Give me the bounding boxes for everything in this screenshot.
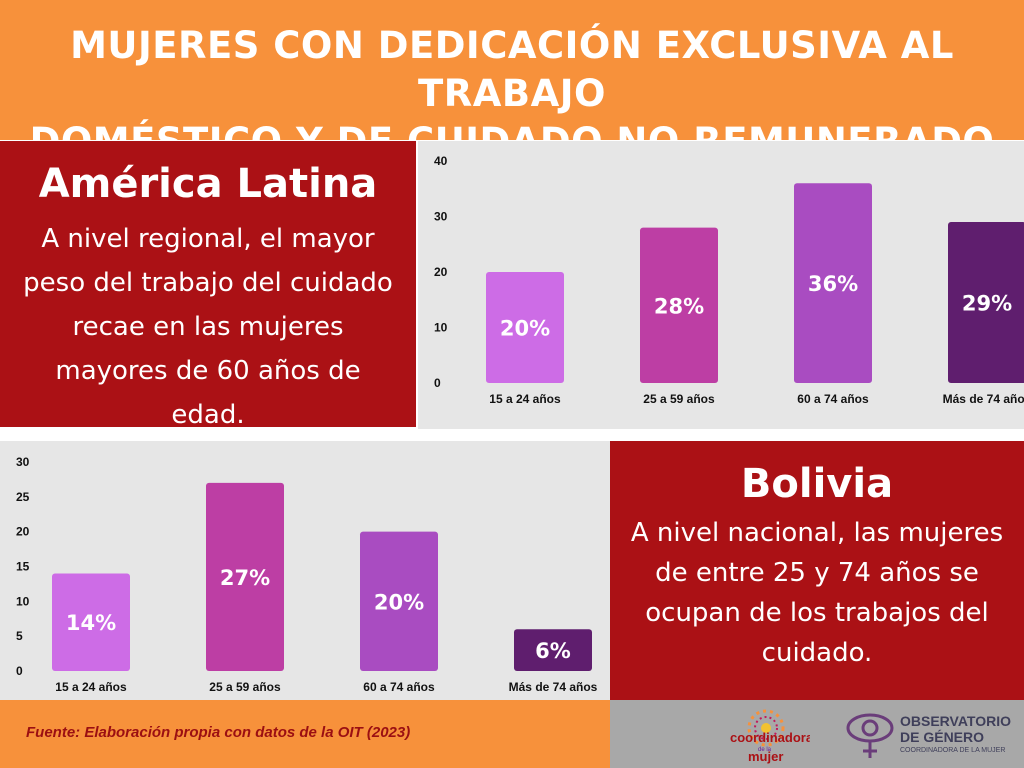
x-tick-label-1: 25 a 59 años [643,392,715,406]
y-tick-label-4: 20 [16,525,30,539]
bar-2 [794,183,872,383]
data-label-1: 27% [220,566,270,590]
observatorio-genero-logo: OBSERVATORIO DE GÉNERO COORDINADORA DE L… [846,713,1011,758]
america-latina-chart-svg: 0 10 20 30 40 20% 15 a 24 años 28% 25 a 59 años 3… [434,154,1024,406]
y-tick-label-1: 5 [16,629,23,643]
x-tick-label-2: 60 a 74 años [797,392,869,406]
y-tick-label-1: 10 [434,321,448,335]
x-tick-label-1: 25 a 59 años [209,680,281,694]
logo1-line3: mujer [748,749,783,764]
x-tick-label-0: 15 a 24 años [55,680,127,694]
y-tick-label-5: 25 [16,490,30,504]
bolivia-chart-svg: 0 5 10 15 20 25 30 14% 15 a 24 años 27% 25 a 59 añ… [16,455,598,694]
x-tick-label-3: Más de 74 años [943,392,1024,406]
logo1-line2: de la [758,747,772,753]
eye-venus-icon [846,713,894,758]
logo2-line2: DE GÉNERO [900,729,984,745]
bar-0 [52,573,130,671]
america-latina-text: A nivel regional, el mayor peso del trab… [23,224,393,430]
data-label-3: 6% [535,639,571,663]
coordinadora-mujer-logo: coordinadora de la mujer [730,709,810,764]
title-line-1: MUJERES CON DEDICACIÓN EXCLUSIVA AL TRAB… [70,24,954,115]
bar-3 [948,222,1024,383]
america-latina-chart: 0 10 20 30 40 20% 15 a 24 años 28% 25 a 59 años 3… [418,141,1024,429]
source-note: Fuente: Elaboración propia con datos de … [26,724,411,741]
data-label-0: 20% [500,317,550,341]
footer-source-bar: Fuente: Elaboración propia con datos de … [0,700,610,768]
header-banner: MUJERES CON DEDICACIÓN EXCLUSIVA AL TRAB… [0,0,1024,163]
data-label-1: 28% [654,294,704,318]
data-label-2: 36% [808,272,858,296]
logo1-line1: coordinadora [730,730,810,745]
data-label-2: 20% [374,590,424,614]
x-tick-label-0: 15 a 24 años [489,392,561,406]
sun-rays-icon [747,709,785,747]
bar-1 [640,227,718,383]
america-latina-panel: América Latina A nivel regional, el mayo… [0,141,416,430]
y-tick-label-0: 0 [16,664,23,678]
america-latina-title: América Latina [38,161,378,207]
y-tick-label-3: 30 [434,210,448,224]
data-label-3: 29% [962,292,1012,316]
data-label-0: 14% [66,611,116,635]
y-tick-label-6: 30 [16,455,30,469]
x-tick-label-2: 60 a 74 años [363,680,435,694]
footer-logos: coordinadora de la mujer OBSERVATORIO DE… [610,700,1024,768]
bar-0 [486,272,564,383]
bar-1 [206,482,284,671]
y-tick-label-3: 15 [16,560,30,574]
y-tick-label-2: 20 [434,265,448,279]
bar-2 [360,531,438,671]
y-tick-label-0: 0 [434,376,441,390]
logo2-line1: OBSERVATORIO [900,713,1011,729]
bar-3 [514,629,592,671]
bolivia-text: A nivel nacional, las mujeres de entre 2… [630,518,1004,668]
y-tick-label-4: 40 [434,154,448,168]
bolivia-chart: 0 5 10 15 20 25 30 14% 15 a 24 años 27% 25 a 59 añ… [0,441,610,700]
bolivia-title: Bolivia [740,461,894,507]
y-tick-label-2: 10 [16,594,30,608]
logo2-line3: COORDINADORA DE LA MUJER [900,747,1005,754]
bolivia-panel: Bolivia A nivel nacional, las mujeres de… [610,441,1024,700]
x-tick-label-3: Más de 74 años [509,680,598,694]
